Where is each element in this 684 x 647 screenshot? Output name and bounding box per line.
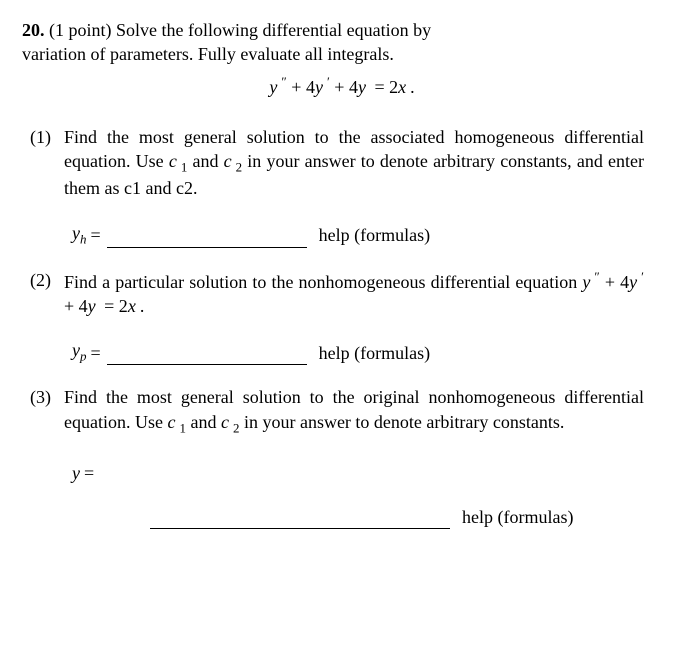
subpart-3-number: (3)	[30, 385, 51, 409]
subpart-1: (1) Find the most general solution to th…	[64, 125, 644, 248]
subpart-3-text: Find the most general solution to the or…	[64, 385, 644, 436]
yh-var: yh	[72, 221, 86, 248]
answer-row-2: yp = help (formulas)	[72, 338, 644, 365]
problem-points: (1 point)	[49, 20, 112, 40]
eq-sign-1: =	[90, 223, 100, 247]
main-equation: y″ + 4y′ + 4y = 2x.	[22, 73, 662, 99]
yp-var: yp	[72, 338, 86, 365]
help-link-3[interactable]: help (formulas)	[462, 505, 573, 529]
eq-sign-2: =	[90, 341, 100, 365]
help-link-2[interactable]: help (formulas)	[319, 341, 430, 365]
problem-intro-a: Solve the following differential equatio…	[116, 20, 431, 40]
y-var: y	[72, 461, 80, 485]
answer-blank-2[interactable]	[107, 345, 307, 366]
subpart-1-number: (1)	[30, 125, 51, 149]
help-link-1[interactable]: help (formulas)	[319, 223, 430, 247]
subpart-2-text: Find a particular solution to the nonhom…	[64, 268, 644, 319]
subpart-2: (2) Find a particular solution to the no…	[64, 268, 644, 366]
problem-number: 20.	[22, 20, 45, 40]
answer-blank-3[interactable]	[150, 508, 450, 529]
answer-row-3b: help (formulas)	[144, 505, 644, 529]
subpart-1-text: Find the most general solution to the as…	[64, 125, 644, 201]
eq-sign-3: =	[84, 461, 94, 485]
answer-row-3: y =	[72, 461, 644, 485]
answer-row-1: yh = help (formulas)	[72, 221, 644, 248]
problem-intro-b: variation of parameters. Fully evaluate …	[22, 44, 394, 64]
subpart-3: (3) Find the most general solution to th…	[64, 385, 644, 529]
answer-blank-1[interactable]	[107, 227, 307, 248]
subpart-2-text-a: Find a particular solution to the nonhom…	[64, 272, 582, 292]
subpart-2-number: (2)	[30, 268, 51, 292]
problem-header: 20. (1 point) Solve the following differ…	[22, 18, 662, 67]
